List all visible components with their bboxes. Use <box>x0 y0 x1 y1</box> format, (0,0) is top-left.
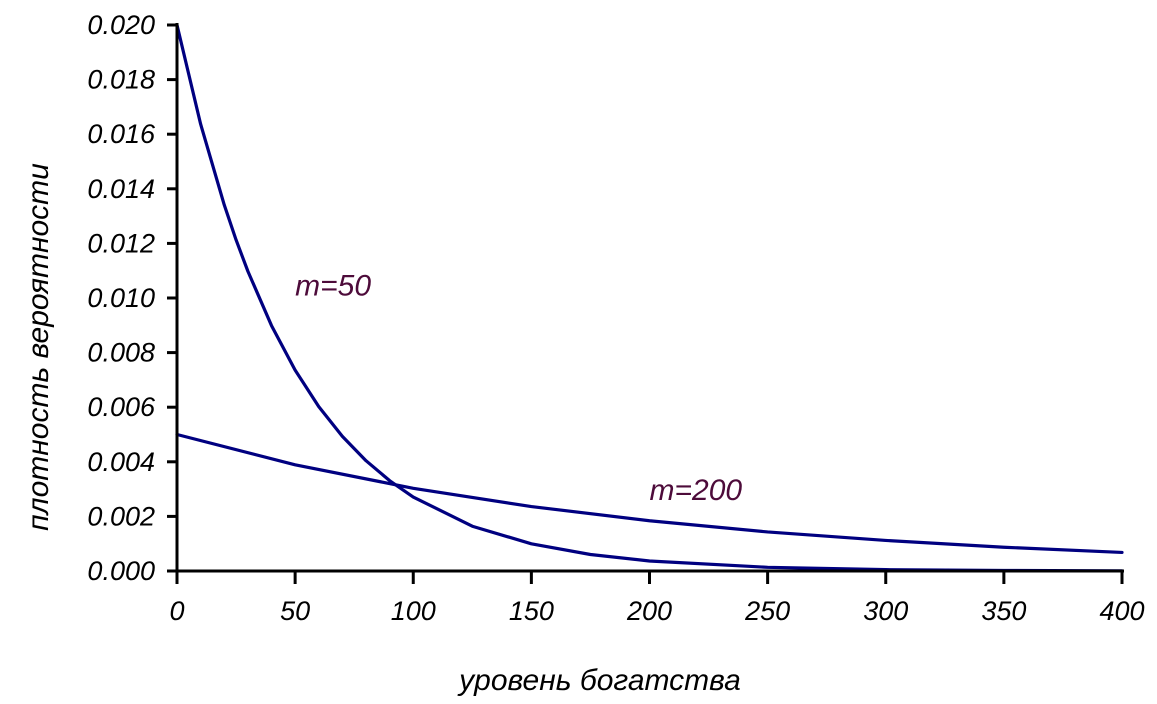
y-axis-label: плотность вероятности <box>22 163 55 531</box>
y-tick-label: 0.012 <box>87 228 155 258</box>
y-tick-label: 0.008 <box>87 338 155 368</box>
x-tick-label: 150 <box>509 596 554 626</box>
y-tick-label: 0.018 <box>87 65 155 95</box>
x-tick-label: 300 <box>863 596 908 626</box>
y-tick-label: 0.002 <box>87 501 155 531</box>
y-tick-label: 0.020 <box>87 10 155 40</box>
annotations-layer: m=50 m=200 <box>295 269 742 507</box>
x-tick-label: 200 <box>626 596 672 626</box>
y-tick-label: 0.000 <box>87 556 155 586</box>
curves-layer <box>175 23 1124 573</box>
curve-annotation: m=50 <box>295 269 371 302</box>
curve-annotation: m=200 <box>650 474 743 507</box>
x-tick-label: 100 <box>391 596 436 626</box>
x-tick-label: 50 <box>280 596 310 626</box>
y-tick-label: 0.014 <box>87 174 155 204</box>
y-tick-label: 0.010 <box>87 283 155 313</box>
x-axis-label: уровень богатства <box>457 664 741 697</box>
series-line-2 <box>175 432 1124 555</box>
x-tick-label: 350 <box>981 596 1026 626</box>
y-tick-label: 0.004 <box>87 447 155 477</box>
y-tick-label: 0.016 <box>87 119 156 149</box>
ticks-layer: 0.000 0.002 0.004 0.006 0.008 0.010 0.012 0.014… <box>87 10 1144 626</box>
x-tick-label: 250 <box>744 596 790 626</box>
series-line-1 <box>175 23 1124 573</box>
y-tick-label: 0.006 <box>87 392 156 422</box>
x-tick-label: 400 <box>1099 596 1144 626</box>
x-tick-label: 0 <box>169 596 184 626</box>
